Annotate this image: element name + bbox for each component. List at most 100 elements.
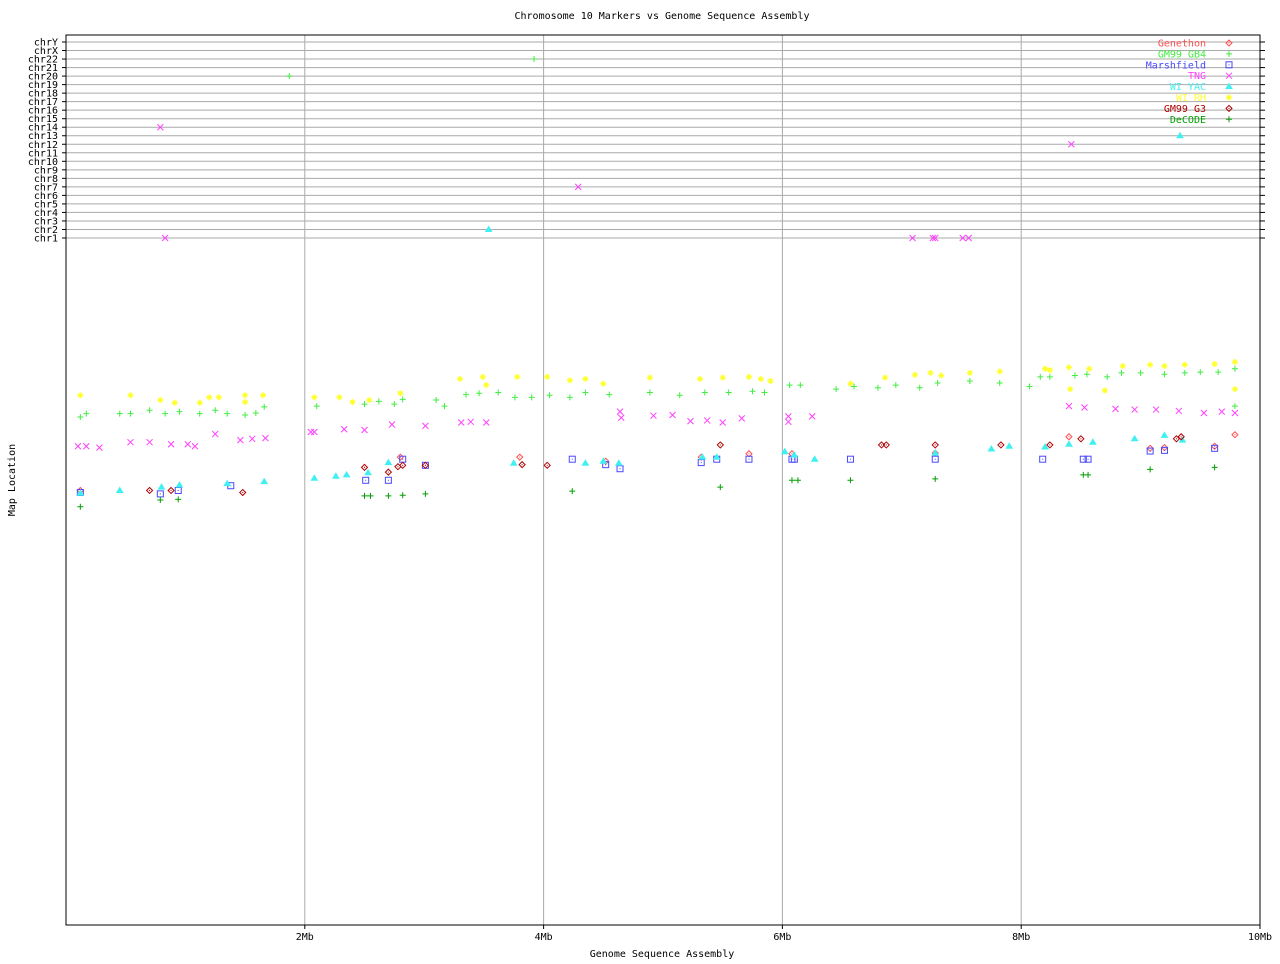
point-wi-yac-chr2 [484,225,493,232]
point-decode [569,488,576,495]
point-gm99-gb4 [546,392,553,399]
x-tick-label: 10Mb [1248,932,1272,943]
point-gm99-gb4 [511,394,518,401]
point-tng [340,425,348,433]
point-marshfield [1084,455,1092,463]
point-wi-rh [566,377,573,384]
point-marshfield [174,486,182,494]
point-tng-chr14 [156,123,164,131]
point-tng-chr1 [959,234,967,242]
point-wi-yac [1005,442,1014,449]
point-wi-rh [171,399,178,406]
legend-marker-genethon [1225,39,1233,47]
point-decode [794,477,801,484]
point-wi-rh [479,373,486,380]
point-tng [467,418,475,426]
point-wi-rh [397,390,404,397]
point-tng [1200,409,1208,417]
point-gm99-g3 [360,463,369,472]
point-gm99-gb4 [83,410,90,417]
point-wi-rh [966,369,973,376]
point-gm99-gb4 [252,409,259,416]
point-decode [1147,466,1154,473]
point-tng [191,442,199,450]
point-wi-yac [157,483,166,490]
point-gm99-gb4 [1231,403,1238,410]
point-gm99-gb4 [725,389,732,396]
chromosome-label: chr3 [34,216,58,227]
point-wi-yac [987,445,996,452]
point-wi-yac [364,468,372,476]
point-tng [236,436,244,444]
chart-title: Chromosome 10 Markers vs Genome Sequence… [514,11,809,22]
point-gm99-gb4-chr20 [286,73,293,80]
point-gm99-gb4 [1037,373,1044,380]
point-gm99-g3 [1177,433,1185,441]
point-gm99-gb4 [874,384,881,391]
point-tng [211,430,219,438]
point-decode [385,492,392,499]
point-gm99-g3 [145,486,154,495]
point-wi-rh [938,372,945,379]
y-axis-label: Map Location [7,444,18,516]
point-tng [785,418,792,426]
x-tick-label: 8Mb [1012,932,1030,943]
point-gm99-g3 [518,460,526,469]
legend-label: Marshfield [1146,60,1206,71]
chromosome-label: chr18 [28,89,58,100]
point-wi-rh [1046,367,1053,374]
point-tng [482,419,490,426]
point-wi-yac [790,451,799,458]
point-tng [1112,405,1119,413]
point-tng [1231,409,1239,417]
x-axis: 2Mb 4Mb 6Mb 8Mb 10Mb [296,925,1272,943]
point-wi-rh [1067,386,1074,393]
point-tng [82,442,90,450]
legend-marker-wi-yac [1225,82,1233,90]
point-decode [932,475,939,482]
point-genethon [516,453,524,461]
point-tng [184,440,192,448]
point-marshfield [616,465,624,473]
chromosome-label: chrY [34,38,58,49]
point-gm99-g3 [543,461,551,470]
point-wi-yac [115,486,124,493]
point-wi-yac [223,479,232,487]
point-tng [248,435,256,443]
point-wi-yac-chr13 [1176,131,1184,139]
point-wi-yac [599,457,608,464]
point-wi-rh [1119,363,1126,370]
point-tng-chr1 [909,234,916,242]
point-decode [77,503,84,510]
point-wi-rh [1211,361,1218,367]
point-marshfield [745,455,753,463]
point-marshfield [1039,455,1047,463]
point-gm99-gb4 [441,403,448,410]
point-tng-chr1 [161,234,169,242]
chromosome-label: chr16 [28,106,58,117]
point-gm99-g3 [1172,435,1181,443]
point-gm99-gb4 [162,410,169,417]
point-tng [669,411,676,419]
point-gm99-gb4 [77,414,84,421]
point-wi-yac [698,453,707,460]
point-tng [361,426,368,434]
point-tng [422,422,429,430]
point-wi-rh [996,368,1003,375]
point-gm99-g3 [167,486,175,495]
point-gm99-gb4 [176,408,183,415]
point-tng [167,440,175,448]
point-gm99-gb4 [146,407,153,414]
point-gm99-gb4-chr22 [531,56,538,63]
point-wi-rh [847,380,854,387]
point-gm99-gb4 [391,401,398,408]
point-wi-rh [767,378,774,384]
point-wi-rh [1231,386,1238,393]
point-wi-rh [483,382,490,389]
point-tng [785,413,792,420]
point-wi-rh [757,375,764,382]
point-wi-rh [1147,361,1154,368]
chromosome-label: chr4 [34,208,58,219]
point-tng [1152,406,1160,413]
point-gm99-gb4 [1215,369,1222,376]
